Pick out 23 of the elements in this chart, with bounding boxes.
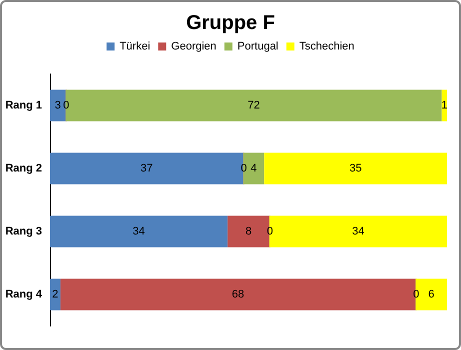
data-label: 8 <box>245 226 252 238</box>
y-tick-label: Rang 3 <box>5 226 42 238</box>
data-label: 68 <box>232 288 244 300</box>
y-tick-label: Rang 4 <box>5 288 43 300</box>
legend-label: Türkei <box>120 40 150 52</box>
y-tick-label: Rang 2 <box>5 162 42 174</box>
chart-title: Gruppe F <box>186 12 275 34</box>
data-label: 34 <box>352 226 364 238</box>
legend-label: Georgien <box>171 40 216 52</box>
data-label: 34 <box>132 226 145 238</box>
data-label: 4 <box>250 162 257 174</box>
data-label: 72 <box>248 100 260 112</box>
data-label: 2 <box>52 288 58 300</box>
data-label: 6 <box>428 288 434 300</box>
data-label: 35 <box>349 162 362 174</box>
data-label: 1 <box>441 100 448 112</box>
legend-label: Portugal <box>237 40 278 52</box>
data-label: 0 <box>240 162 247 174</box>
data-label: 0 <box>63 100 70 112</box>
data-label: 3 <box>54 100 61 112</box>
y-tick-label: Rang 1 <box>5 100 42 112</box>
legend-label: Tschechien <box>299 40 354 52</box>
data-label: 37 <box>140 162 153 174</box>
